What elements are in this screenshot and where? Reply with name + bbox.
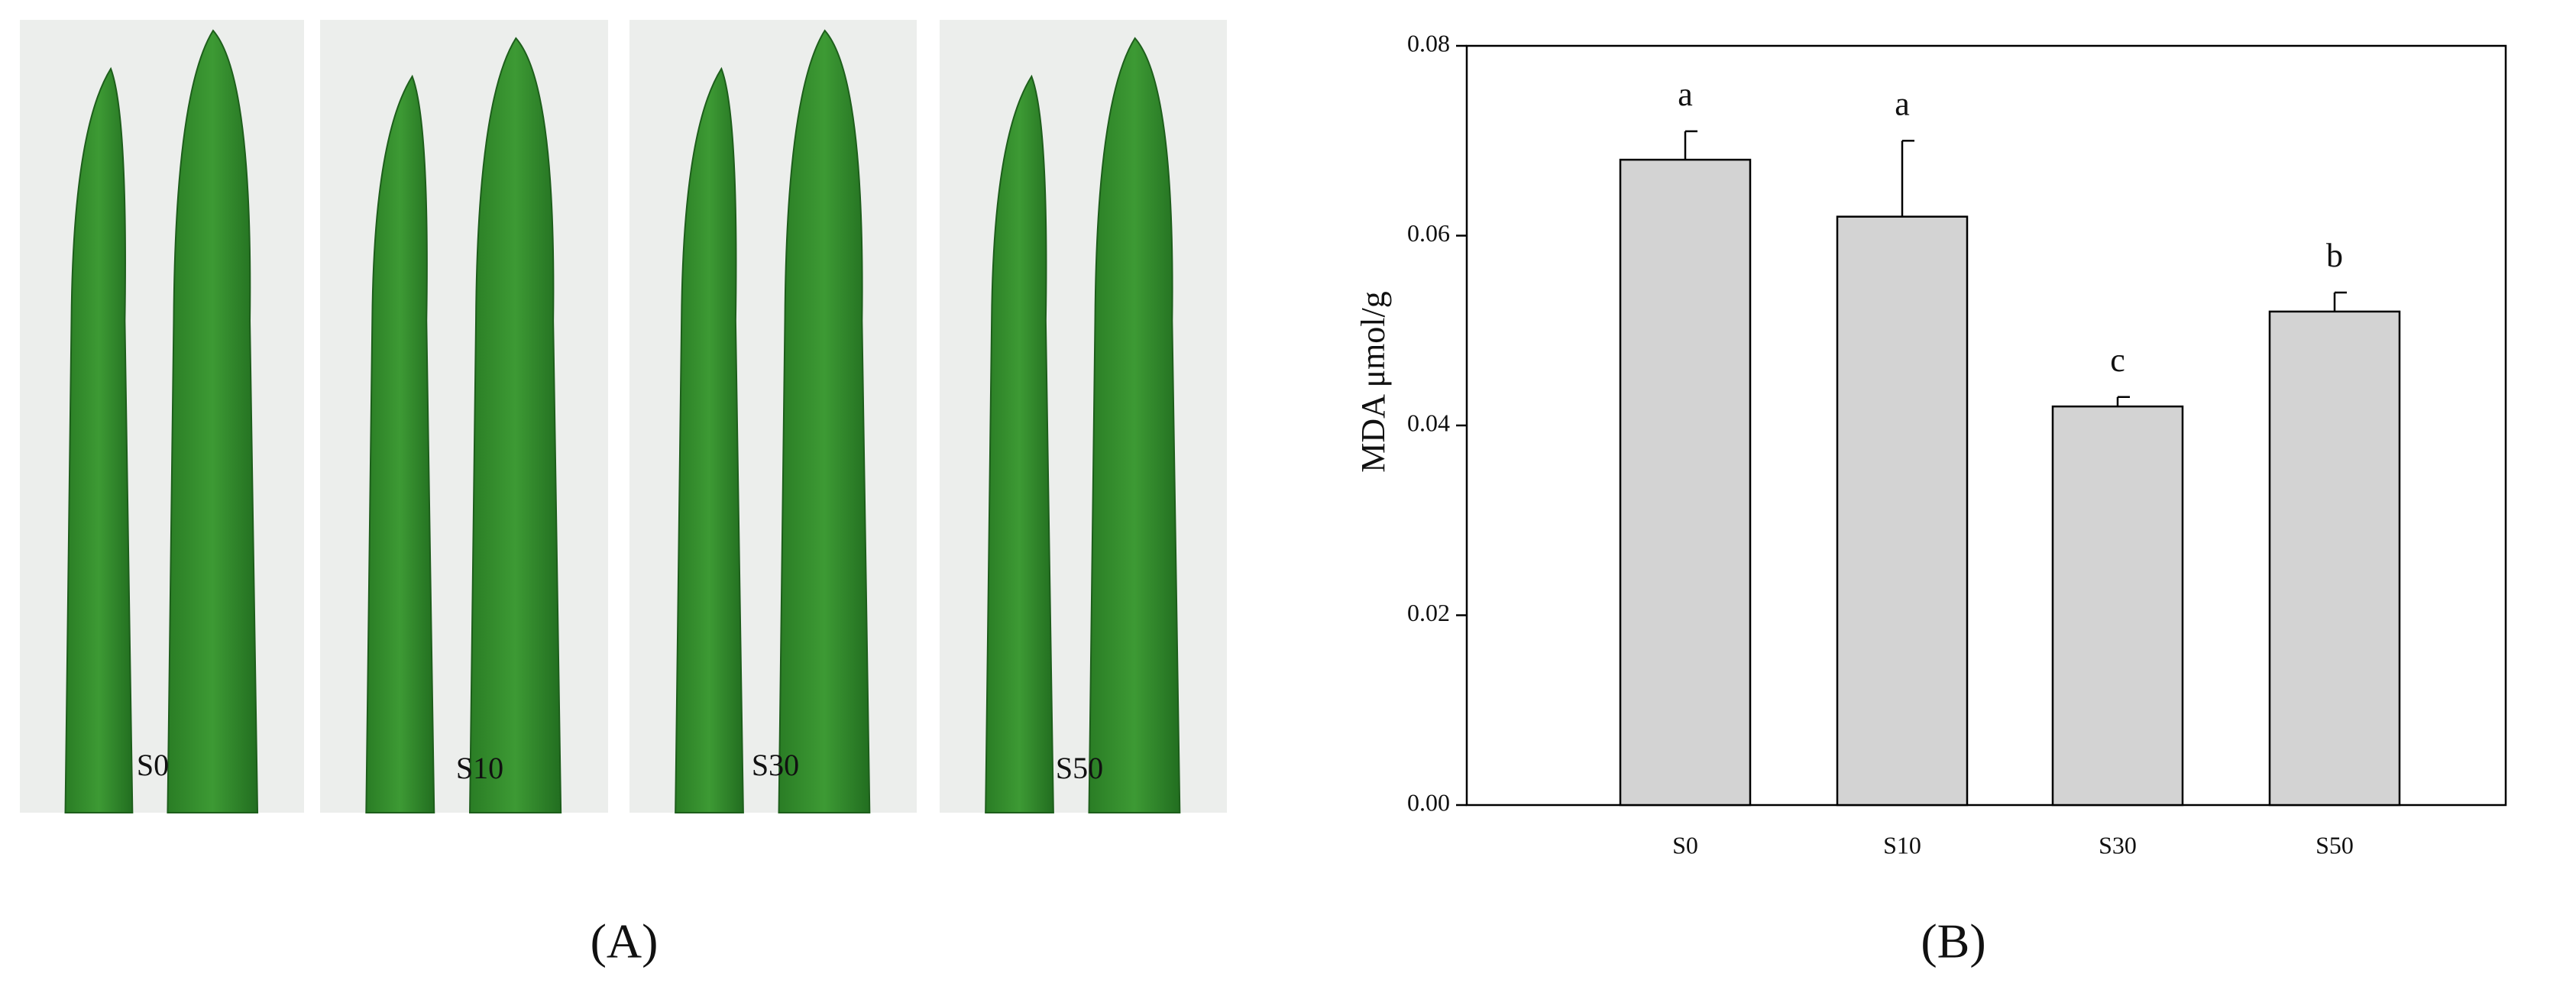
y-tick-label: 0.06 [1407, 219, 1450, 247]
x-tick-label: S50 [2315, 831, 2354, 859]
x-tick-label: S30 [2099, 831, 2137, 859]
leaf [365, 74, 435, 813]
photo-label: S0 [137, 748, 169, 782]
leaf [985, 74, 1054, 813]
significance-letter: a [1895, 85, 1910, 122]
y-tick-label: 0.02 [1407, 599, 1450, 626]
error-bar [1901, 140, 1914, 217]
photo-background [20, 20, 304, 813]
y-tick-label: 0.08 [1407, 29, 1450, 57]
significance-letter: a [1678, 76, 1693, 113]
x-tick-label: S0 [1672, 831, 1698, 859]
photo-background [940, 20, 1227, 813]
leaf [1088, 37, 1181, 813]
error-bar [1684, 130, 1697, 160]
error-bar [2333, 291, 2347, 312]
bar [1836, 215, 1969, 807]
bar [2268, 310, 2401, 807]
leaf [167, 29, 259, 813]
significance-letter: b [2326, 237, 2343, 274]
error-bar [2116, 396, 2130, 407]
photo-label: S10 [456, 751, 503, 785]
chart: 0.00 0.02 0.04 0.06 0.08 MDA μmol/g a S0 a S10 c S3… [1354, 29, 2507, 859]
x-tick-label: S10 [1883, 831, 1921, 859]
bar [1619, 158, 1752, 807]
leaf [778, 29, 871, 813]
leaf [64, 66, 134, 813]
significance-letter: c [2110, 341, 2125, 379]
leaf [675, 66, 744, 813]
y-tick-label: 0.04 [1407, 409, 1450, 436]
y-axis-label: MDA μmol/g [1354, 291, 1392, 473]
photo-background [320, 20, 608, 813]
bar [2051, 405, 2184, 807]
photo-label: S50 [1056, 751, 1103, 785]
y-tick-label: 0.00 [1407, 788, 1450, 816]
photo-label: S30 [752, 748, 799, 782]
photo-background [629, 20, 917, 813]
photo-panel: S0 S10 S30 S50 [20, 20, 1227, 813]
panel-label: (A) [591, 914, 659, 969]
panel-label: (B) [1921, 914, 1985, 969]
leaf [469, 37, 562, 813]
